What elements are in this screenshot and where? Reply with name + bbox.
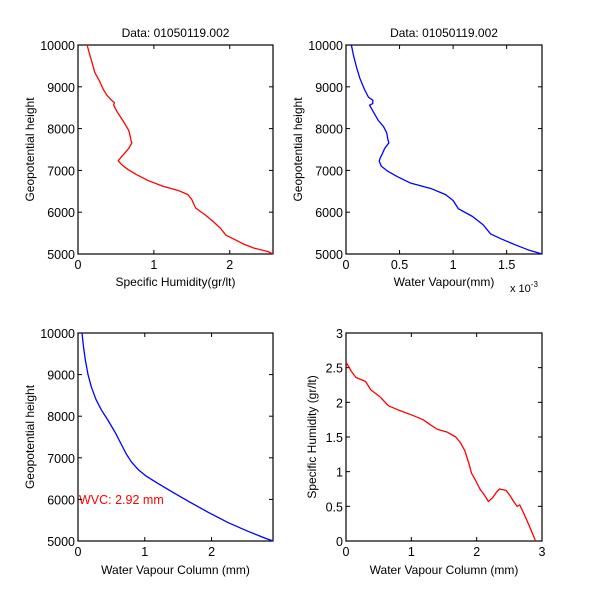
- y-tick-label: 6000: [315, 206, 343, 220]
- x-tick-label: 1: [408, 545, 415, 559]
- y-axis-label: Geopotential height: [291, 97, 305, 202]
- x-multiplier-exponent: -3: [531, 280, 539, 289]
- x-tick-label: 0: [343, 258, 350, 272]
- x-tick-label: 2: [208, 545, 215, 559]
- x-axis-label: Water Vapour Column (mm): [101, 563, 250, 577]
- x-tick-label: 0.5: [391, 258, 408, 272]
- y-tick-label: 0.5: [326, 500, 343, 514]
- series-line-water-vapour-column: [81, 332, 274, 542]
- y-tick-label: 7000: [47, 452, 75, 466]
- x-axis-label: Water Vapour(mm): [394, 275, 495, 289]
- plot-title: Data: 01050119.002: [390, 26, 498, 40]
- y-tick-label: 10000: [40, 327, 75, 341]
- subplot-top-left: Data: 01050119.002 Specific Humidity(gr/…: [23, 26, 274, 289]
- y-tick-label: 2: [336, 396, 343, 410]
- y-tick-label: 8000: [315, 123, 343, 137]
- y-tick-label: 2.5: [326, 362, 343, 376]
- x-tick-label: 2: [226, 258, 233, 272]
- y-tick-label: 9000: [47, 369, 75, 383]
- y-tick-label: 5000: [315, 248, 343, 262]
- axes-box: [345, 44, 543, 255]
- series-line-specific-humidity-profile: [86, 44, 274, 255]
- y-tick-label: 5000: [47, 248, 75, 262]
- x-tick-label: 0: [343, 545, 350, 559]
- x-multiplier-base: x 10: [510, 283, 531, 295]
- subplot-bottom-left: Water Vapour Column (mm) Geopotential he…: [23, 327, 274, 577]
- x-tick-label: 1: [141, 545, 148, 559]
- subplot-bottom-right: Water Vapour Column (mm) Specific Humidi…: [305, 327, 546, 577]
- y-tick-label: 1.5: [326, 431, 343, 445]
- x-axis-label: Water Vapour Column (mm): [370, 563, 519, 577]
- y-tick-label: 6000: [47, 493, 75, 507]
- x-tick-label: 2: [473, 545, 480, 559]
- y-tick-label: 1: [336, 466, 343, 480]
- x-tick-label: 3: [539, 545, 546, 559]
- y-tick-label: 7000: [47, 164, 75, 178]
- x-tick-label: 0: [75, 258, 82, 272]
- y-tick-label: 10000: [308, 39, 343, 53]
- y-tick-label: 8000: [47, 123, 75, 137]
- x-tick-label: 1.5: [498, 258, 515, 272]
- axes-box: [77, 332, 274, 542]
- axes-box: [77, 44, 274, 255]
- subplot-top-right: Data: 01050119.002 Water Vapour(mm) Geop…: [291, 26, 543, 295]
- x-tick-label: 1: [450, 258, 457, 272]
- y-tick-label: 7000: [315, 164, 343, 178]
- y-tick-label: 6000: [47, 206, 75, 220]
- x-axis-multiplier: x 10-3: [510, 280, 538, 295]
- wvc-annotation: WVC: 2.92 mm: [79, 493, 164, 507]
- y-axis-label: Specific Humidity (gr/lt): [305, 375, 319, 498]
- y-tick-label: 3: [336, 327, 343, 341]
- y-axis-label: Geopotential height: [23, 384, 37, 489]
- x-axis-label: Specific Humidity(gr/lt): [115, 275, 235, 289]
- plot-title: Data: 01050119.002: [122, 26, 230, 40]
- y-tick-label: 8000: [47, 410, 75, 424]
- x-tick-label: 1: [150, 258, 157, 272]
- series-line-humidity-vs-column: [345, 361, 537, 542]
- y-axis-label: Geopotential height: [23, 97, 37, 202]
- x-tick-label: 0: [75, 545, 82, 559]
- y-tick-label: 9000: [315, 81, 343, 95]
- series-line-water-vapour-profile: [350, 44, 543, 255]
- y-tick-label: 9000: [47, 81, 75, 95]
- y-tick-label: 5000: [47, 535, 75, 549]
- y-tick-label: 0: [336, 535, 343, 549]
- y-tick-label: 10000: [40, 39, 75, 53]
